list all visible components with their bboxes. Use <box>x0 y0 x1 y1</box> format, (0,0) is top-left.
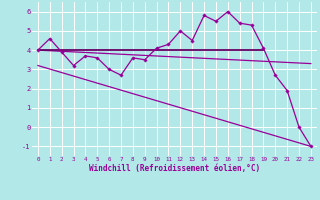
X-axis label: Windchill (Refroidissement éolien,°C): Windchill (Refroidissement éolien,°C) <box>89 164 260 173</box>
